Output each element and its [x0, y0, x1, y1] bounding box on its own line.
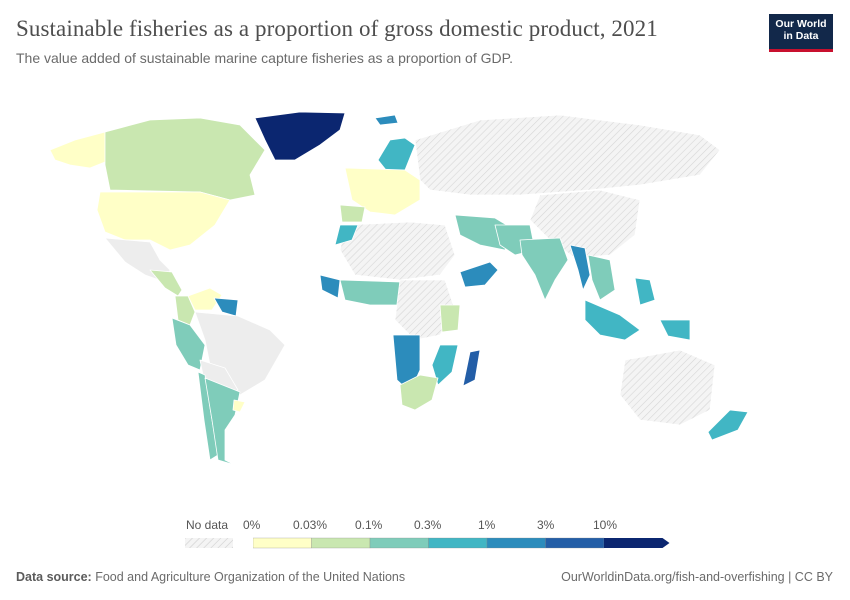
colombia-region [174, 295, 196, 326]
mozambique-region [431, 344, 459, 386]
legend-tick-0: 0% [243, 518, 261, 532]
world-map[interactable] [0, 100, 850, 510]
legend-tick-1: 0.03% [293, 518, 328, 532]
kenya-tanzania-region [439, 304, 461, 333]
central-america-region [149, 269, 183, 297]
legend-swatch-5 [545, 537, 605, 549]
myanmar-region [569, 244, 591, 291]
indonesia-region [584, 299, 641, 341]
west-africa-region [339, 279, 401, 306]
russia-region [414, 114, 721, 196]
morocco-region [334, 224, 359, 246]
iceland-region [374, 114, 399, 126]
europe-west-region [344, 167, 421, 216]
legend-tick-4: 1% [478, 518, 496, 532]
north-africa-region [339, 221, 456, 281]
legend-swatch-6 [604, 538, 670, 548]
guyana-suriname-region [213, 297, 239, 317]
footer-source: Data source: Food and Agriculture Organi… [16, 570, 405, 584]
argentina-region [204, 377, 241, 466]
legend-tick-3: 0.3% [414, 518, 442, 532]
legend-tick-5: 3% [537, 518, 555, 532]
legend-swatch-3 [428, 537, 488, 549]
chart-subtitle: The value added of sustainable marine ca… [16, 50, 514, 66]
usa-region [96, 191, 231, 251]
new-zealand-region [707, 409, 749, 441]
legend-tick-2: 0.1% [355, 518, 383, 532]
legend-no-data-label: No data [186, 518, 229, 532]
legend-swatch-4 [486, 537, 546, 549]
senegal-guinea-region [319, 274, 341, 299]
papua-region [659, 319, 691, 341]
uruguay-region [232, 399, 246, 413]
iberia-region [339, 204, 366, 223]
canada-region [104, 117, 266, 201]
south-africa-region [399, 374, 439, 411]
legend-swatch-0 [253, 537, 312, 549]
ecuador-peru-region [171, 317, 206, 371]
oman-yemen-region [459, 261, 499, 288]
legend-no-data-swatch [185, 538, 233, 548]
footer-link[interactable]: OurWorldinData.org/fish-and-overfishing … [561, 570, 833, 584]
logo-line-2: in Data [783, 30, 819, 42]
source-text: Food and Agriculture Organization of the… [95, 570, 406, 584]
legend-swatch-1 [311, 537, 371, 549]
chart-title: Sustainable fisheries as a proportion of… [16, 16, 658, 41]
owid-logo[interactable]: Our World in Data [769, 14, 833, 52]
color-legend: No data 0% 0.03% 0.1% 0.3% 1% 3% 10% [0, 516, 850, 556]
thailand-vietnam-region [587, 254, 616, 301]
source-label: Data source: [16, 570, 92, 584]
greenland-region [254, 111, 346, 161]
philippines-region [634, 277, 656, 306]
india-region [519, 237, 569, 301]
legend-swatch-2 [369, 537, 429, 549]
australia-region [619, 349, 716, 426]
legend-tick-6: 10% [593, 518, 618, 532]
logo-line-1: Our World [775, 18, 827, 30]
legend-color-bar [253, 537, 670, 549]
madagascar-region [462, 349, 481, 387]
central-africa-region [394, 279, 456, 341]
